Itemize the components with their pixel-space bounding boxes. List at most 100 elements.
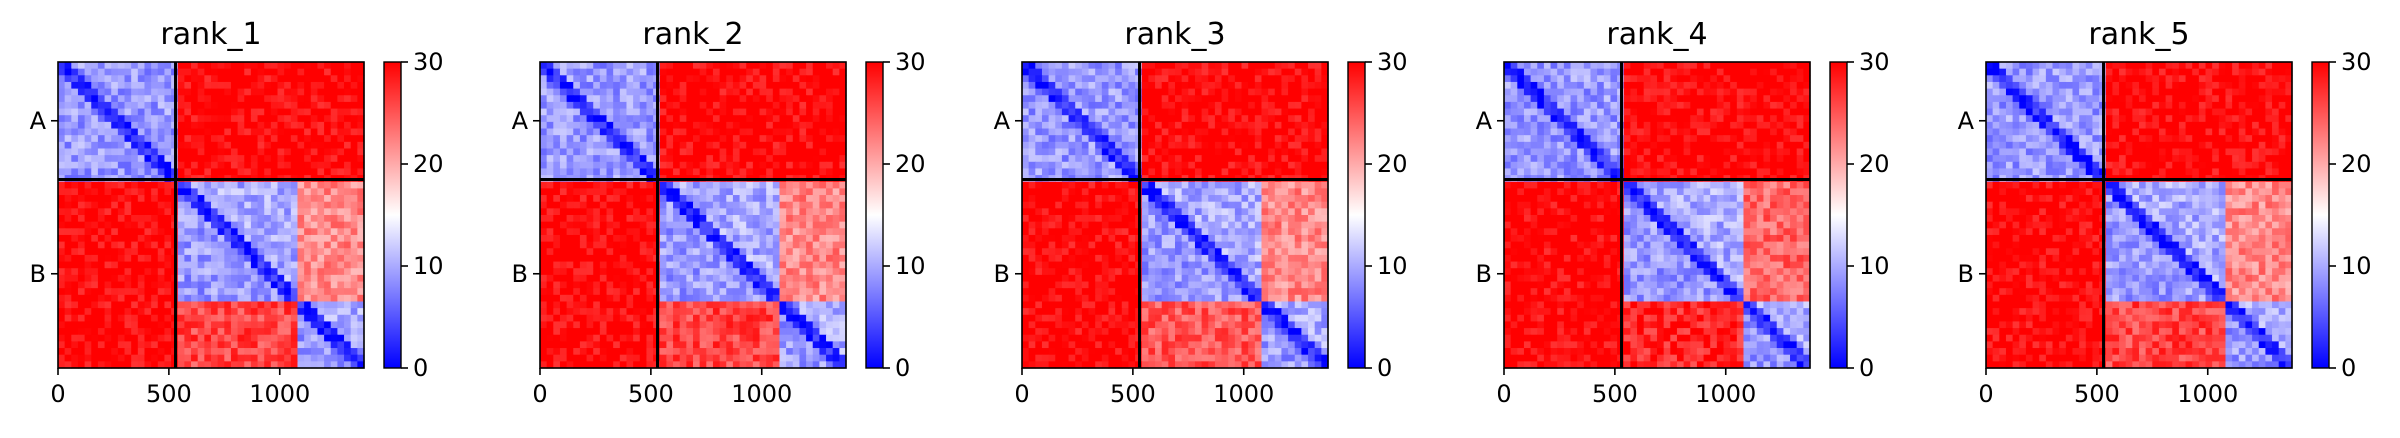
heatmap-cell xyxy=(350,288,358,296)
heatmap-cell xyxy=(264,101,272,110)
heatmap-cell xyxy=(693,361,701,369)
heatmap-cell xyxy=(626,68,634,76)
heatmap-cell xyxy=(317,281,325,289)
heatmap-cell xyxy=(786,115,794,123)
heatmap-cell xyxy=(732,341,741,349)
heatmap-cell xyxy=(84,62,92,70)
heatmap-cell xyxy=(1281,108,1289,116)
heatmap-cell xyxy=(712,348,721,356)
heatmap-cell xyxy=(673,68,681,76)
heatmap-cell xyxy=(1048,88,1056,96)
heatmap-cell xyxy=(540,234,548,243)
heatmap-cell xyxy=(284,121,292,130)
heatmap-cell xyxy=(1075,75,1083,83)
heatmap-cell xyxy=(646,328,654,336)
heatmap-cell xyxy=(1308,155,1316,163)
heatmap-cell xyxy=(1288,108,1296,116)
heatmap-cell xyxy=(613,254,621,263)
heatmap-cell xyxy=(706,121,714,130)
heatmap-cell xyxy=(204,281,212,289)
heatmap-cell xyxy=(1141,101,1149,110)
heatmap-cell xyxy=(97,68,106,76)
heatmap-cell xyxy=(97,294,106,303)
heatmap-cell xyxy=(197,195,205,203)
heatmap-cell xyxy=(812,314,820,323)
heatmap-cell xyxy=(1181,135,1189,143)
heatmap-cell xyxy=(812,321,820,329)
heatmap-cell xyxy=(633,75,641,83)
heatmap-cell xyxy=(191,361,199,369)
heatmap-cell xyxy=(144,75,152,83)
heatmap-cell xyxy=(197,95,205,103)
heatmap-cell xyxy=(304,95,312,103)
heatmap-cell xyxy=(330,88,338,96)
heatmap-cell xyxy=(1055,95,1063,103)
heatmap-cell xyxy=(257,328,265,336)
heatmap-cell xyxy=(759,221,767,229)
heatmap-cell xyxy=(553,248,561,256)
heatmap-cell xyxy=(58,135,66,143)
heatmap-cell xyxy=(157,308,166,316)
heatmap-cell xyxy=(117,208,126,216)
heatmap-cell xyxy=(626,348,634,356)
heatmap-cell xyxy=(297,301,305,309)
heatmap-cell xyxy=(693,301,701,309)
heatmap-cell xyxy=(1075,141,1083,150)
heatmap-cell xyxy=(1022,81,1030,90)
heatmap-cell xyxy=(290,201,299,209)
heatmap-cell xyxy=(666,88,674,96)
heatmap-cell xyxy=(91,81,99,90)
heatmap-cell xyxy=(337,148,345,156)
heatmap-cell xyxy=(1101,148,1110,156)
heatmap-cell xyxy=(553,168,561,176)
heatmap-cell xyxy=(344,168,352,176)
heatmap-cell xyxy=(184,294,192,303)
heatmap-cell xyxy=(197,334,205,342)
heatmap-cell xyxy=(573,135,581,143)
heatmap-cell xyxy=(673,361,681,369)
heatmap-cell xyxy=(546,95,554,103)
heatmap-cell xyxy=(792,88,801,96)
heatmap-cell xyxy=(337,334,345,342)
heatmap-cell xyxy=(71,201,79,209)
heatmap-cell xyxy=(1168,155,1176,163)
heatmap-cell xyxy=(1028,161,1036,170)
heatmap-cell xyxy=(1028,148,1036,156)
heatmap-cell xyxy=(619,321,628,329)
heatmap-cell xyxy=(1048,101,1056,110)
heatmap-cell xyxy=(593,215,601,223)
heatmap-cell xyxy=(779,62,787,70)
heatmap-cell xyxy=(1128,88,1136,96)
heatmap-cell xyxy=(144,354,152,362)
heatmap-cell xyxy=(633,348,641,356)
heatmap-cell xyxy=(772,321,781,329)
heatmap-cell xyxy=(1194,95,1203,103)
heatmap-cell xyxy=(144,81,152,90)
heatmap-cell xyxy=(1248,68,1256,76)
heatmap-cell xyxy=(177,115,185,123)
heatmap-cell xyxy=(752,75,761,83)
heatmap-cell xyxy=(779,188,787,196)
heatmap-cell xyxy=(1155,108,1163,116)
heatmap-cell xyxy=(104,88,112,96)
heatmap-cell xyxy=(719,294,727,303)
heatmap-cell xyxy=(310,334,319,342)
heatmap-cell xyxy=(1075,62,1083,70)
heatmap-cell xyxy=(224,62,232,70)
heatmap-cell xyxy=(706,328,714,336)
heatmap-cell xyxy=(164,321,172,329)
heatmap-cell xyxy=(546,308,554,316)
heatmap-cell xyxy=(324,195,332,203)
heatmap-cell xyxy=(204,221,212,229)
heatmap-cell xyxy=(284,348,292,356)
heatmap-cell xyxy=(131,75,139,83)
heatmap-cell xyxy=(58,281,66,289)
heatmap-cell xyxy=(839,208,847,216)
heatmap-cell xyxy=(626,248,634,256)
heatmap-cell xyxy=(144,274,152,283)
heatmap-cell xyxy=(324,241,332,249)
heatmap-cell xyxy=(579,75,588,83)
heatmap-cell xyxy=(759,141,767,150)
heatmap-cell xyxy=(250,215,259,223)
heatmap-cell xyxy=(646,234,654,243)
